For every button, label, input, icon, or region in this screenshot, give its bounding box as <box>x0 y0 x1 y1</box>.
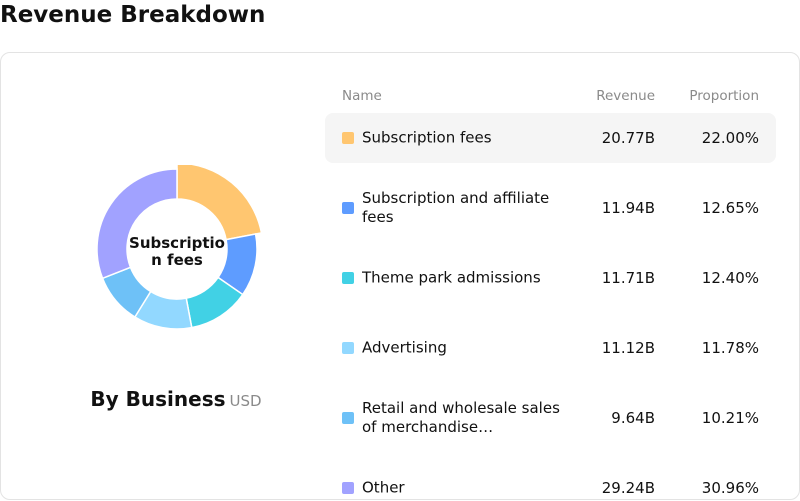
donut-svg <box>96 165 261 330</box>
row-name: Advertising <box>362 338 447 357</box>
revenue-card: Subscription fees By Business USD Name Re… <box>0 52 800 500</box>
row-name: Theme park admissions <box>362 268 541 287</box>
table-row[interactable]: Theme park admissions 11.71B 12.40% <box>325 253 776 303</box>
row-name: Subscription and affiliate fees <box>362 189 550 226</box>
row-name: Other <box>362 478 405 497</box>
donut-slice[interactable] <box>176 165 261 241</box>
row-proportion: 12.65% <box>701 199 759 217</box>
legend-swatch <box>342 412 354 424</box>
row-revenue: 11.12B <box>601 339 655 357</box>
row-proportion: 11.78% <box>701 339 759 357</box>
donut-slice[interactable] <box>96 168 178 280</box>
legend-swatch <box>342 342 354 354</box>
page-title: Revenue Breakdown <box>0 2 266 28</box>
row-name: Retail and wholesale sales of merchandis… <box>362 399 560 436</box>
header-name: Name <box>342 88 382 104</box>
table-row[interactable]: Retail and wholesale sales of merchandis… <box>325 393 776 443</box>
legend-swatch <box>342 272 354 284</box>
legend-swatch <box>342 202 354 214</box>
breakdown-table: Name Revenue Proportion Subscription fee… <box>325 87 776 501</box>
row-revenue: 20.77B <box>601 129 655 147</box>
row-revenue: 11.94B <box>601 199 655 217</box>
header-proportion: Proportion <box>689 88 759 104</box>
chart-caption: By Business USD <box>1 387 351 411</box>
table-row[interactable]: Subscription and affiliate fees 11.94B 12.… <box>325 183 776 233</box>
caption-title: By Business <box>90 387 226 411</box>
header-revenue: Revenue <box>596 88 655 104</box>
row-name: Subscription fees <box>362 128 492 147</box>
row-proportion: 12.40% <box>701 269 759 287</box>
legend-swatch <box>342 482 354 494</box>
row-proportion: 10.21% <box>701 409 759 427</box>
table-body: Subscription fees 20.77B 22.00% Subscriptio… <box>325 113 776 501</box>
row-revenue: 11.71B <box>601 269 655 287</box>
row-proportion: 22.00% <box>701 129 759 147</box>
table-row[interactable]: Other 29.24B 30.96% <box>325 463 776 501</box>
donut-center-label: Subscription fees <box>129 234 225 269</box>
table-row[interactable]: Advertising 11.12B 11.78% <box>325 323 776 373</box>
row-proportion: 30.96% <box>701 479 759 497</box>
row-revenue: 29.24B <box>601 479 655 497</box>
row-revenue: 9.64B <box>611 409 655 427</box>
table-row[interactable]: Subscription fees 20.77B 22.00% <box>325 113 776 163</box>
caption-unit: USD <box>229 392 262 410</box>
table-header: Name Revenue Proportion <box>325 87 776 113</box>
donut-chart: Subscription fees <box>93 165 261 333</box>
legend-swatch <box>342 132 354 144</box>
